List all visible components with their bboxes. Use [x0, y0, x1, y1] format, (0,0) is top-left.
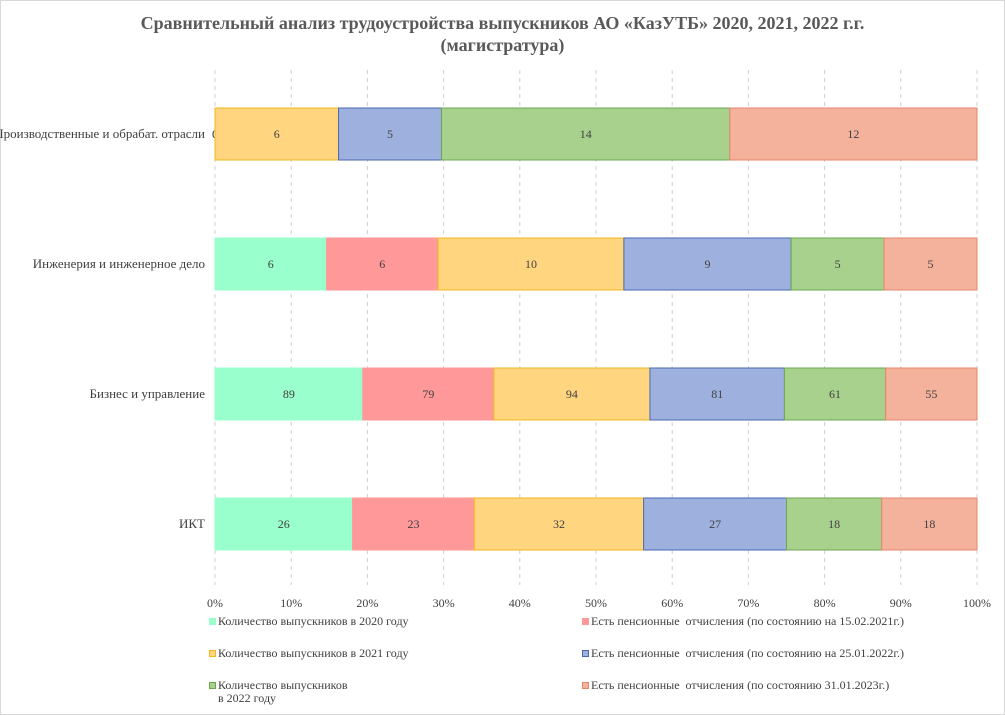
x-tick-label: 60%	[661, 596, 683, 610]
data-label: 27	[709, 517, 721, 531]
data-label: 61	[829, 387, 841, 401]
data-label: 10	[525, 257, 537, 271]
data-label: 18	[923, 517, 935, 531]
data-label: 6	[274, 127, 280, 141]
data-label: 79	[422, 387, 434, 401]
bar-segment	[338, 107, 443, 161]
data-label: 14	[580, 127, 592, 141]
bar-segment	[649, 367, 785, 421]
category-label: Производственные и обрабат. отрасли	[0, 126, 205, 141]
data-label: 6	[379, 257, 385, 271]
data-label: 9	[705, 257, 711, 271]
category-label: Бизнес и управление	[90, 386, 206, 401]
data-label: 5	[835, 257, 841, 271]
bar-segment	[214, 237, 328, 291]
bar-segment	[214, 367, 364, 421]
chart-title-line-1: Сравнительный анализ трудоустройства вып…	[140, 13, 865, 33]
category-label: ИКТ	[179, 516, 205, 531]
bar-segment	[214, 497, 354, 551]
bar-segment	[883, 237, 978, 291]
x-tick-label: 50%	[585, 596, 607, 610]
bar-segment	[729, 107, 978, 161]
x-tick-label: 70%	[737, 596, 759, 610]
data-label: 18	[828, 517, 840, 531]
data-label: 32	[553, 517, 565, 531]
bar-segment	[326, 237, 439, 291]
data-label: 5	[928, 257, 934, 271]
category-label: Инженерия и инженерное дело	[33, 256, 205, 271]
data-label: 6	[268, 257, 274, 271]
bar-segment	[786, 497, 883, 551]
bar-segment	[623, 237, 792, 291]
bar-segment	[473, 497, 645, 551]
x-tick-label: 40%	[509, 596, 531, 610]
bar-segment	[881, 497, 978, 551]
x-tick-label: 80%	[814, 596, 836, 610]
x-tick-label: 10%	[280, 596, 302, 610]
data-label: 81	[711, 387, 723, 401]
data-label: 89	[283, 387, 295, 401]
data-label: 94	[566, 387, 578, 401]
data-label: 23	[407, 517, 419, 531]
bar-segment	[437, 237, 625, 291]
data-label: 26	[278, 517, 290, 531]
bar-segment	[885, 367, 978, 421]
chart-title-line-2: (магистратура)	[440, 35, 565, 55]
data-label: 55	[925, 387, 937, 401]
x-tick-label: 90%	[890, 596, 912, 610]
x-tick-label: 0%	[207, 596, 223, 610]
x-tick-label: 100%	[963, 596, 991, 610]
x-tick-label: 20%	[356, 596, 378, 610]
bar-segment	[493, 367, 651, 421]
data-label: 5	[387, 127, 393, 141]
chart-title: Сравнительный анализ трудоустройства вып…	[0, 12, 1005, 56]
bar-segment	[352, 497, 475, 551]
bar-segment	[790, 237, 885, 291]
bar-segment	[441, 107, 731, 161]
bar-segment	[783, 367, 887, 421]
x-tick-label: 30%	[433, 596, 455, 610]
data-label: 12	[847, 127, 859, 141]
